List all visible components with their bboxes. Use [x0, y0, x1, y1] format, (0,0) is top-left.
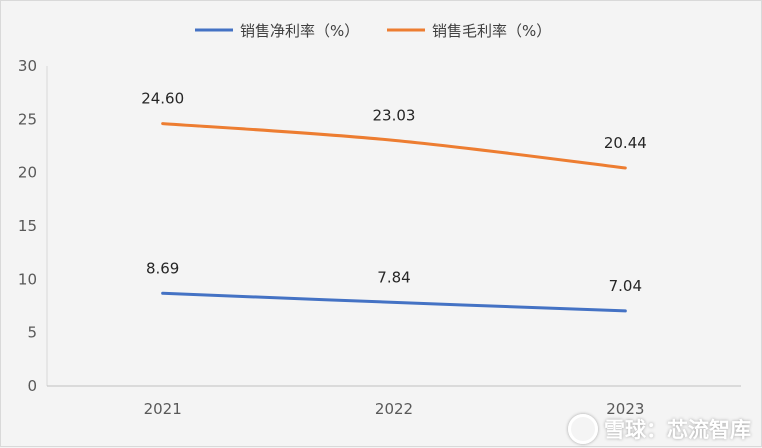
data-label: 7.04	[609, 277, 642, 295]
data-label: 7.84	[377, 268, 410, 286]
y-tick-label: 5	[27, 324, 37, 342]
legend-label-0: 销售净利率（%）	[240, 22, 359, 40]
y-tick-label: 20	[18, 164, 37, 182]
legend: 销售净利率（%） 销售毛利率（%）	[195, 22, 551, 40]
x-tick-labels: 2021 2022 2023	[144, 400, 645, 418]
watermark: 雪球：芯流智库	[568, 414, 751, 444]
y-tick-label: 30	[18, 57, 37, 75]
y-tick-labels: 0 5 10 15 20 25 30	[18, 57, 37, 395]
data-label: 20.44	[604, 134, 647, 152]
x-tick-label: 2023	[606, 400, 644, 418]
data-label: 8.69	[146, 259, 179, 277]
y-tick-label: 0	[27, 377, 37, 395]
snowball-logo-icon	[568, 414, 598, 444]
watermark-text: 雪球：芯流智库	[604, 418, 751, 442]
series-line-0	[161, 291, 627, 313]
data-label: 24.60	[141, 90, 184, 108]
y-tick-label: 10	[18, 270, 37, 288]
data-labels: 8.69 7.84 7.04 24.60 23.03 20.44	[141, 90, 647, 295]
x-tick-label: 2021	[144, 400, 182, 418]
series-lines	[161, 122, 627, 313]
data-label: 23.03	[373, 106, 416, 124]
y-tick-label: 25	[18, 110, 37, 128]
legend-label-1: 销售毛利率（%）	[432, 22, 551, 40]
y-tick-label: 15	[18, 217, 37, 235]
axes	[46, 66, 741, 387]
x-tick-label: 2022	[375, 400, 413, 418]
series-line-1	[161, 122, 627, 170]
